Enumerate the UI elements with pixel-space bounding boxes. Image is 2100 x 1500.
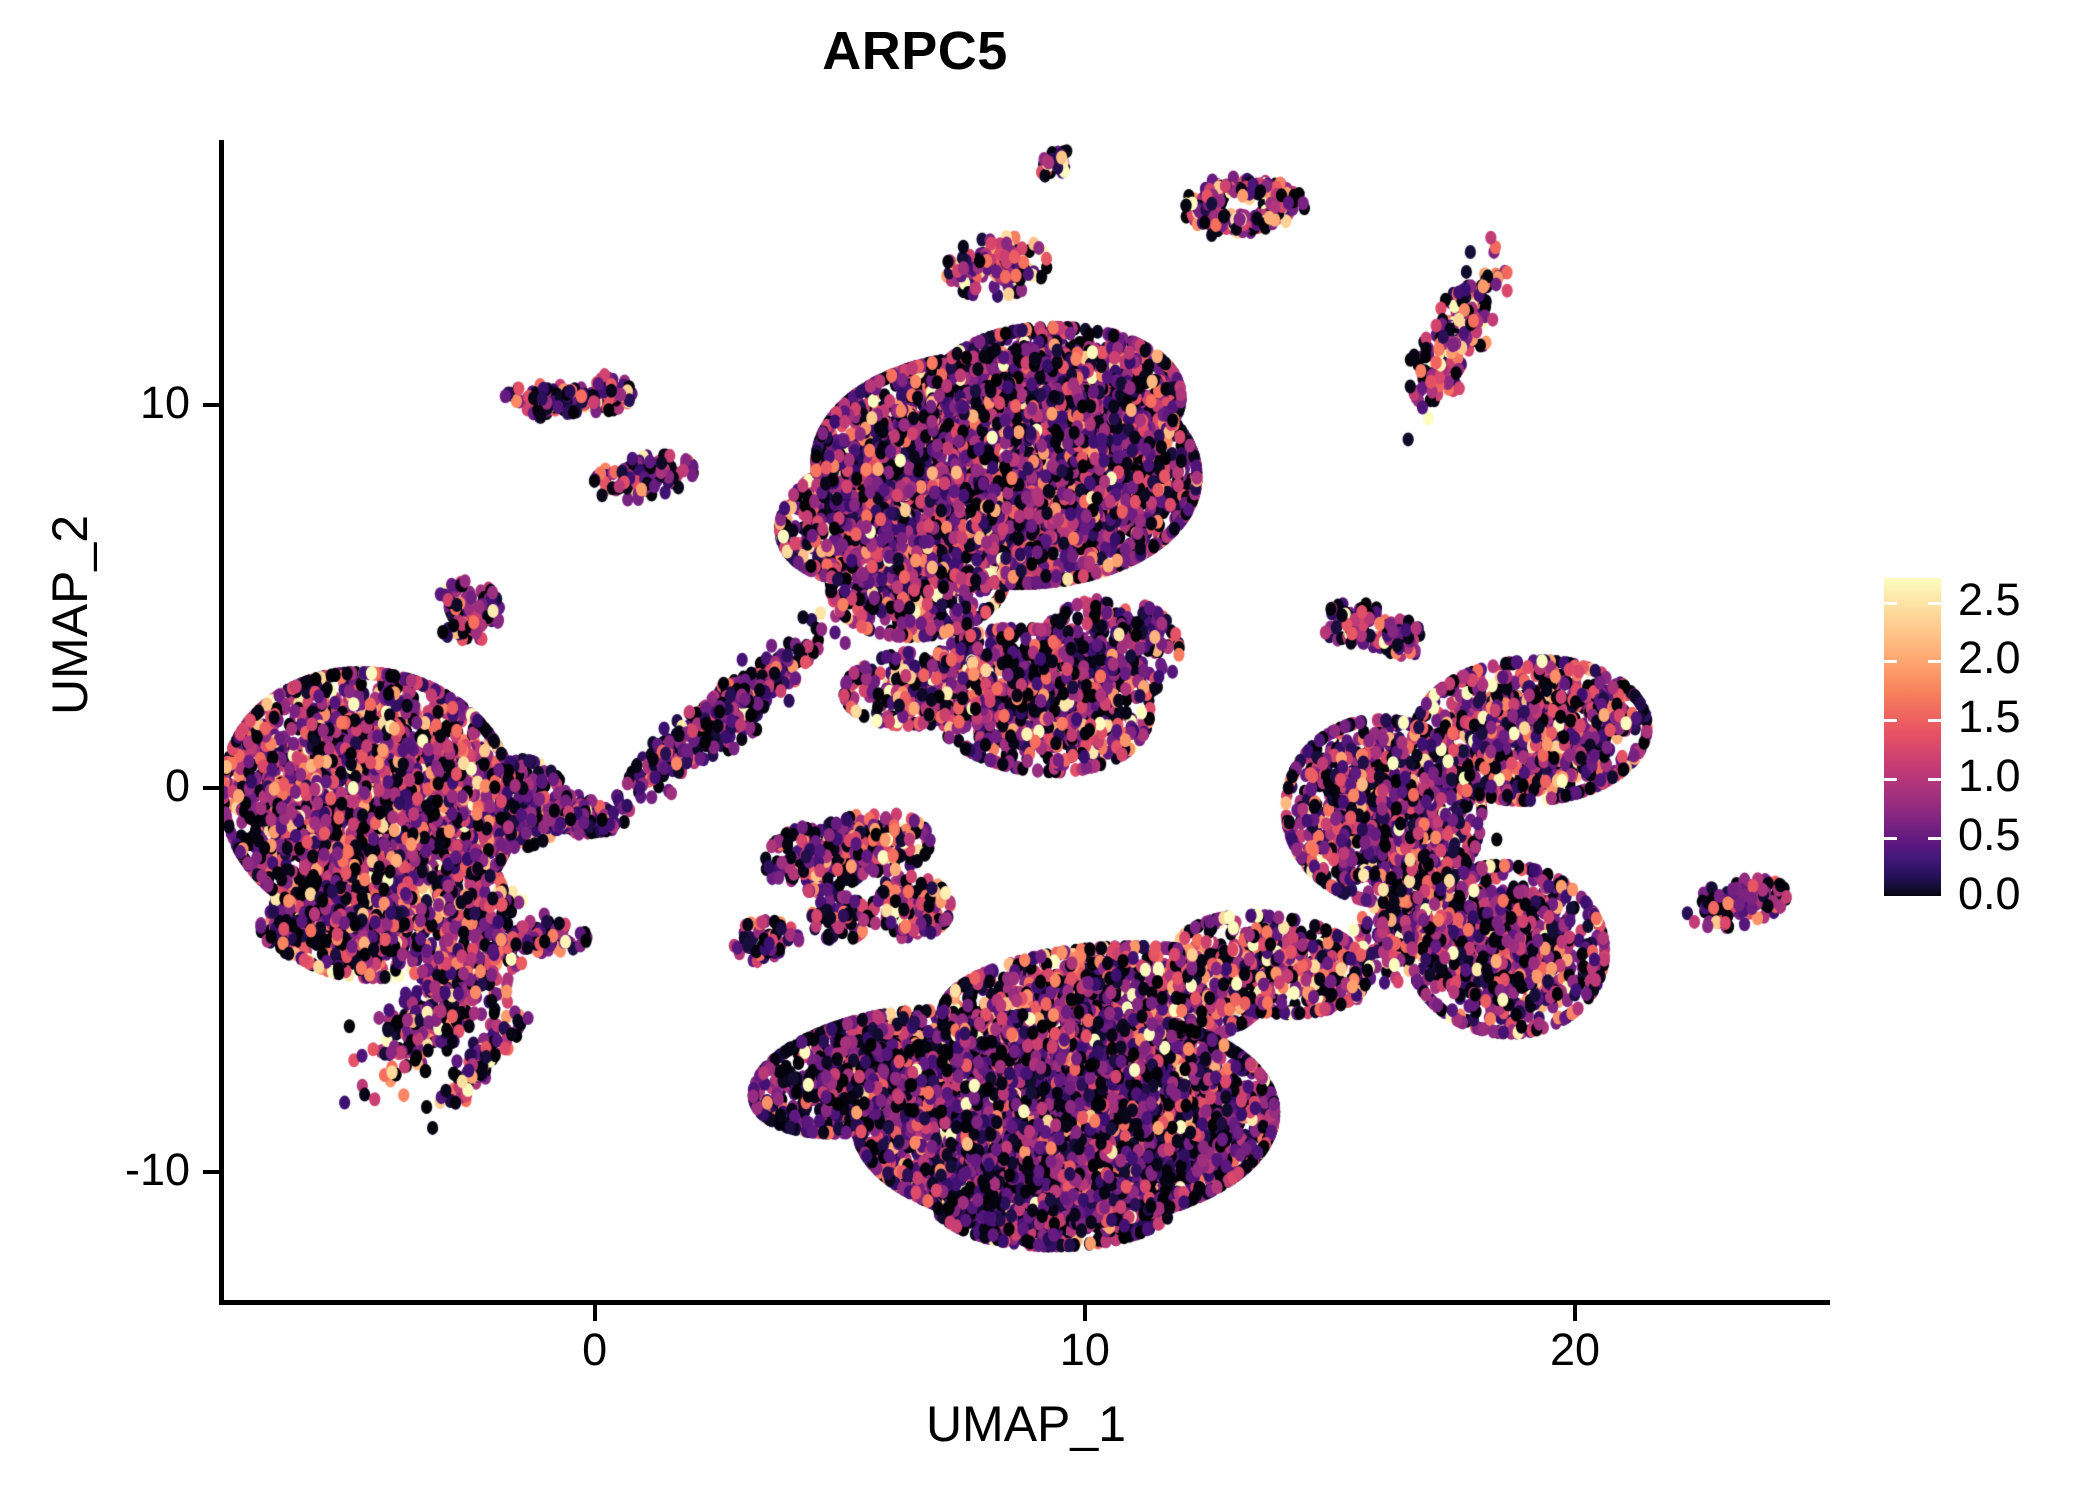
- colorbar-tick-label: 2.5: [1958, 573, 2021, 625]
- colorbar-tick-label: 1.5: [1958, 691, 2021, 743]
- y-tick-label: 10: [139, 376, 190, 428]
- plot-panel: [222, 140, 1830, 1302]
- y-tick-label: -10: [124, 1143, 190, 1195]
- colorbar-tick-label: 2.0: [1958, 632, 2021, 684]
- colorbar-tick-label: 0.5: [1958, 809, 2021, 861]
- x-axis-title: UMAP_1: [925, 1396, 1127, 1452]
- color-legend: 2.5 2.0 1.5 1.0 0.5 0.0: [1880, 573, 2080, 917]
- page-title: ARPC5: [822, 21, 1008, 81]
- colorbar-tick-mark: [1884, 601, 1897, 605]
- y-axis-line: [219, 140, 224, 1305]
- colorbar-tick-mark: [1884, 719, 1897, 723]
- colorbar-tick-mark: [1928, 601, 1941, 605]
- colorbar-tick-mark: [1928, 660, 1941, 664]
- colorbar-tick-mark: [1928, 719, 1941, 723]
- y-tick-mark: [203, 402, 219, 407]
- scatter-point-cloud: [222, 140, 1830, 1302]
- x-tick-mark: [592, 1305, 597, 1321]
- colorbar-tick-mark: [1928, 778, 1941, 782]
- colorbar-tick-label: 1.0: [1958, 750, 2021, 802]
- y-tick-mark: [203, 1169, 219, 1174]
- x-axis-line: [219, 1300, 1830, 1305]
- colorbar-tick-label: 0.0: [1958, 868, 2021, 919]
- colorbar-tick-mark: [1884, 778, 1897, 782]
- colorbar-tick-mark: [1884, 837, 1897, 841]
- x-tick-mark: [1082, 1305, 1087, 1321]
- y-tick-label: 0: [164, 760, 190, 812]
- x-tick-mark: [1573, 1305, 1578, 1321]
- y-axis-title: UMAP_2: [42, 514, 98, 716]
- x-tick-label: 10: [1059, 1324, 1110, 1375]
- y-tick-mark: [203, 786, 219, 791]
- colorbar-tick-mark: [1884, 896, 1897, 899]
- colorbar-tick-mark: [1928, 896, 1941, 899]
- x-tick-label: 0: [582, 1324, 608, 1375]
- x-tick-label: 20: [1550, 1324, 1601, 1375]
- colorbar-tick-mark: [1884, 660, 1897, 664]
- y-axis-title-wrapper: UMAP_2: [40, 235, 110, 995]
- colorbar-gradient: [1884, 578, 1941, 896]
- colorbar-tick-mark: [1928, 837, 1941, 841]
